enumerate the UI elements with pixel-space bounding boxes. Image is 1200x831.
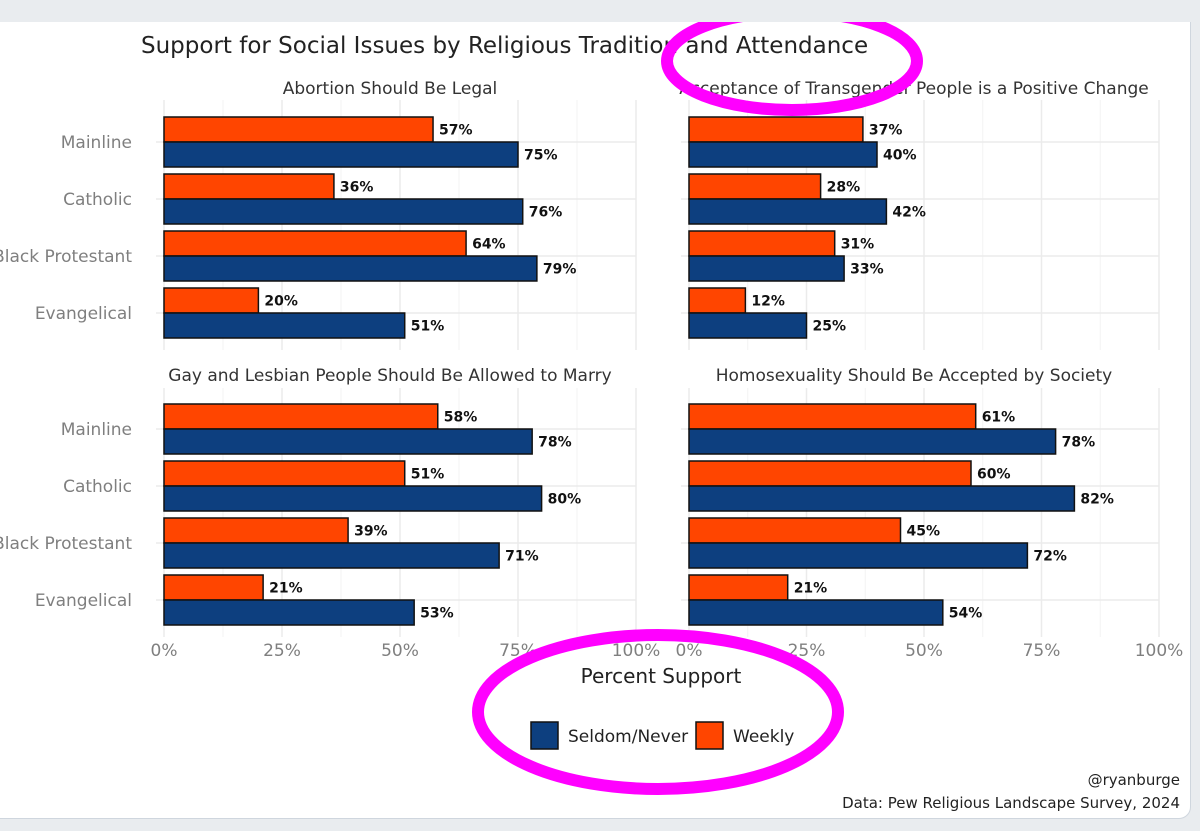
bar-seldom-never <box>688 198 888 225</box>
bar-seldom-never <box>163 255 538 282</box>
bar-seldom-never <box>688 255 845 282</box>
bar-seldom-never <box>163 428 533 455</box>
bar-weekly <box>163 287 260 314</box>
x-tick-label: 75% <box>1023 641 1061 661</box>
bar-weekly <box>688 116 864 143</box>
bar-seldom-never <box>688 428 1057 455</box>
bar-weekly <box>688 173 822 200</box>
bar-weekly <box>163 517 349 544</box>
data-label: 64% <box>472 237 506 253</box>
bar-seldom-never <box>688 141 878 168</box>
data-label: 71% <box>505 549 539 565</box>
data-label: 57% <box>439 123 473 139</box>
data-label: 51% <box>411 467 445 483</box>
data-label: 72% <box>1033 549 1067 565</box>
data-label: 21% <box>794 581 828 597</box>
data-label: 58% <box>444 410 478 426</box>
annotation-circle-title <box>661 22 923 116</box>
data-label: 40% <box>883 148 917 164</box>
bar-weekly <box>688 230 836 257</box>
data-label: 54% <box>949 606 983 622</box>
bar-weekly <box>688 287 747 314</box>
x-axis-title: Percent Support <box>581 664 742 688</box>
bar-seldom-never <box>163 599 415 626</box>
data-label: 31% <box>841 237 875 253</box>
category-label: Evangelical <box>35 591 132 611</box>
data-label: 75% <box>524 148 558 164</box>
data-label: 39% <box>354 524 388 540</box>
bar-weekly <box>163 574 264 601</box>
annotation-circle-legend <box>472 629 844 795</box>
bar-seldom-never <box>688 312 808 339</box>
x-tick-label: 100% <box>612 641 661 661</box>
chart-title: Support for Social Issues by Religious T… <box>141 33 868 59</box>
category-label: Catholic <box>63 190 132 210</box>
bar-weekly <box>688 517 902 544</box>
data-label: 78% <box>1062 435 1096 451</box>
bar-weekly <box>163 403 439 430</box>
data-label: 61% <box>982 410 1016 426</box>
x-tick-label: 0% <box>151 641 178 661</box>
data-label: 76% <box>529 205 563 221</box>
bar-weekly <box>163 116 434 143</box>
data-label: 42% <box>892 205 926 221</box>
bar-weekly <box>688 403 977 430</box>
bar-weekly <box>163 230 467 257</box>
category-label: Mainline <box>61 420 132 440</box>
x-tick-label: 0% <box>676 641 703 661</box>
caption-source: Data: Pew Religious Landscape Survey, 20… <box>842 794 1180 812</box>
data-label: 82% <box>1080 492 1114 508</box>
data-label: 80% <box>548 492 582 508</box>
x-tick-label: 100% <box>1135 641 1184 661</box>
data-label: 33% <box>850 262 884 278</box>
legend-label-weekly: Weekly <box>733 727 794 747</box>
panel-title: Abortion Should Be Legal <box>283 79 498 99</box>
data-label: 53% <box>420 606 454 622</box>
bar-seldom-never <box>163 542 500 569</box>
data-label: 60% <box>977 467 1011 483</box>
bar-seldom-never <box>688 542 1029 569</box>
bar-seldom-never <box>163 485 543 512</box>
bar-weekly <box>163 173 335 200</box>
panel-title: Acceptance of Transgender People is a Po… <box>679 79 1148 99</box>
data-label: 45% <box>907 524 941 540</box>
bar-seldom-never <box>688 599 944 626</box>
category-label: Mainline <box>61 133 132 153</box>
x-tick-label: 25% <box>788 641 826 661</box>
category-label: Black Protestant <box>0 534 132 554</box>
data-label: 51% <box>411 319 445 335</box>
data-label: 12% <box>751 294 785 310</box>
data-label: 20% <box>264 294 298 310</box>
bar-weekly <box>688 574 789 601</box>
bar-weekly <box>688 460 972 487</box>
data-label: 28% <box>827 180 861 196</box>
data-label: 36% <box>340 180 374 196</box>
legend-label-seldom-never: Seldom/Never <box>568 727 688 747</box>
x-tick-label: 50% <box>905 641 943 661</box>
bar-seldom-never <box>688 485 1076 512</box>
legend-swatch-weekly <box>695 721 724 750</box>
category-label: Catholic <box>63 477 132 497</box>
data-label: 21% <box>269 581 303 597</box>
tweet-image-card: Abortion Should Be Legal 57% 75% Mainline 36… <box>0 22 1191 819</box>
bar-seldom-never <box>163 198 524 225</box>
x-tick-label: 50% <box>381 641 419 661</box>
bar-weekly <box>163 460 406 487</box>
bar-seldom-never <box>163 141 519 168</box>
panel-title: Gay and Lesbian People Should Be Allowed… <box>168 366 611 386</box>
data-label: 78% <box>538 435 572 451</box>
x-tick-label: 25% <box>263 641 301 661</box>
bar-seldom-never <box>163 312 406 339</box>
panel-title: Homosexuality Should Be Accepted by Soci… <box>716 366 1112 386</box>
category-label: Evangelical <box>35 304 132 324</box>
legend-swatch-seldom-never <box>530 721 559 750</box>
data-label: 37% <box>869 123 903 139</box>
faceted-bar-chart: Abortion Should Be Legal 57% 75% Mainline 36… <box>0 22 1184 812</box>
data-label: 25% <box>813 319 847 335</box>
category-label: Black Protestant <box>0 247 132 267</box>
caption-handle: @ryanburge <box>1088 771 1180 789</box>
data-label: 79% <box>543 262 577 278</box>
